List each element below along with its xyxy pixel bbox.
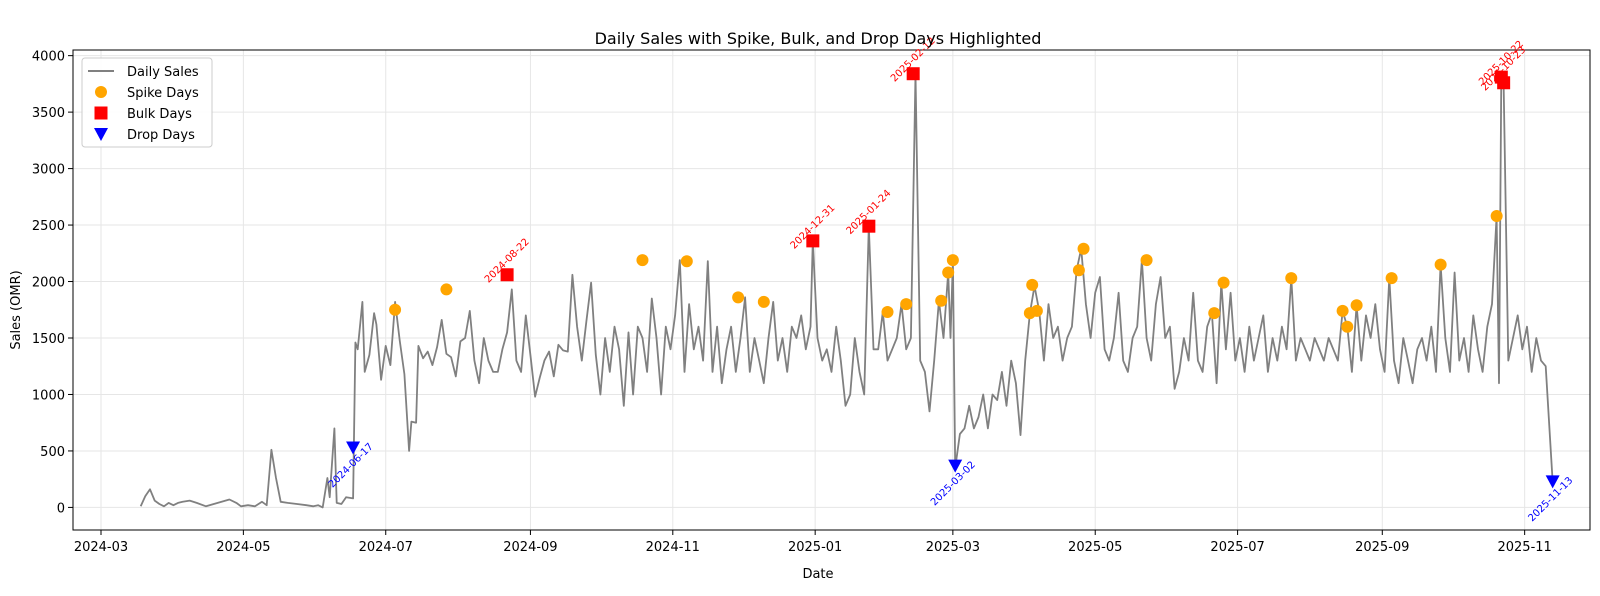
spike-marker xyxy=(1208,307,1221,320)
daily-sales-line xyxy=(139,72,1554,509)
spike-marker xyxy=(636,254,649,267)
spike-marker xyxy=(1030,304,1043,317)
series-layer xyxy=(139,72,1554,509)
x-tick-label: 2024-03 xyxy=(74,540,128,555)
grid xyxy=(73,50,1590,530)
spike-marker xyxy=(1490,210,1503,223)
y-axis-label: Sales (OMR) xyxy=(9,270,24,349)
bulk-marker xyxy=(906,67,920,81)
bulk-marker xyxy=(500,268,514,282)
x-tick-label: 2025-09 xyxy=(1355,540,1409,555)
legend-swatch-drop xyxy=(94,128,108,141)
plot-frame xyxy=(72,49,1591,531)
x-tick-label: 2024-07 xyxy=(359,540,413,555)
spike-marker xyxy=(389,303,402,316)
x-tick-label: 2025-05 xyxy=(1068,540,1122,555)
x-tick-label: 2024-11 xyxy=(646,540,700,555)
y-tick-label: 2500 xyxy=(32,219,65,234)
spike-marker xyxy=(1077,242,1090,255)
legend-entry-drop-days: Drop Days xyxy=(127,128,195,143)
spike-marker xyxy=(935,294,948,307)
bulk-marker xyxy=(862,219,876,233)
legend-entry-daily-sales: Daily Sales xyxy=(127,65,199,80)
y-tick-label: 1500 xyxy=(32,332,65,347)
drop-marker xyxy=(1545,475,1560,489)
y-tick-label: 4000 xyxy=(32,50,65,65)
chart-title: Daily Sales with Spike, Bulk, and Drop D… xyxy=(595,29,1042,48)
spike-marker xyxy=(1285,272,1298,285)
spike-marker xyxy=(680,255,693,268)
spike-marker xyxy=(1072,264,1085,277)
legend-swatch-bulk xyxy=(94,106,108,120)
spike-marker xyxy=(1336,304,1349,317)
spike-marker xyxy=(1385,272,1398,285)
spike-marker xyxy=(757,295,770,308)
spike-marker xyxy=(1026,278,1039,291)
y-tick-label: 0 xyxy=(57,501,65,516)
spike-marker xyxy=(942,266,955,279)
y-tick-label: 3500 xyxy=(32,106,65,121)
x-axis-label: Date xyxy=(802,567,833,582)
legend-box xyxy=(81,57,213,148)
x-tick-label: 2024-05 xyxy=(216,540,270,555)
x-tick-label: 2025-07 xyxy=(1210,540,1264,555)
spike-marker xyxy=(881,306,894,319)
markers-layer xyxy=(346,67,1560,489)
x-tick-label: 2025-01 xyxy=(788,540,842,555)
spike-marker xyxy=(1217,276,1230,289)
y-tick-label: 3000 xyxy=(32,163,65,178)
spike-marker xyxy=(440,283,453,296)
spike-marker xyxy=(1434,258,1447,271)
spike-marker xyxy=(1140,254,1153,267)
x-tick-label: 2024-09 xyxy=(503,540,557,555)
legend: Daily Sales Spike Days Bulk Days Drop Days xyxy=(81,57,213,148)
drop-marker xyxy=(346,441,361,455)
y-tick-label: 2000 xyxy=(32,276,65,291)
x-tick-label: 2025-03 xyxy=(926,540,980,555)
y-tick-label: 1000 xyxy=(32,388,65,403)
legend-entry-spike-days: Spike Days xyxy=(127,86,199,101)
spike-marker xyxy=(900,298,913,311)
spike-marker xyxy=(946,254,959,267)
bulk-marker xyxy=(1497,76,1511,90)
legend-swatch-spike xyxy=(95,86,107,98)
spike-marker xyxy=(1350,299,1363,312)
spike-marker xyxy=(1341,320,1354,333)
drop-marker xyxy=(948,459,963,473)
spike-marker xyxy=(732,291,745,304)
axes: 2024-03 2024-05 2024-07 2024-09 2024-11 2025-… xyxy=(32,49,1591,555)
legend-entry-bulk-days: Bulk Days xyxy=(127,107,192,122)
bulk-marker xyxy=(806,234,820,248)
y-tick-label: 500 xyxy=(40,445,65,460)
x-tick-label: 2025-11 xyxy=(1497,540,1551,555)
